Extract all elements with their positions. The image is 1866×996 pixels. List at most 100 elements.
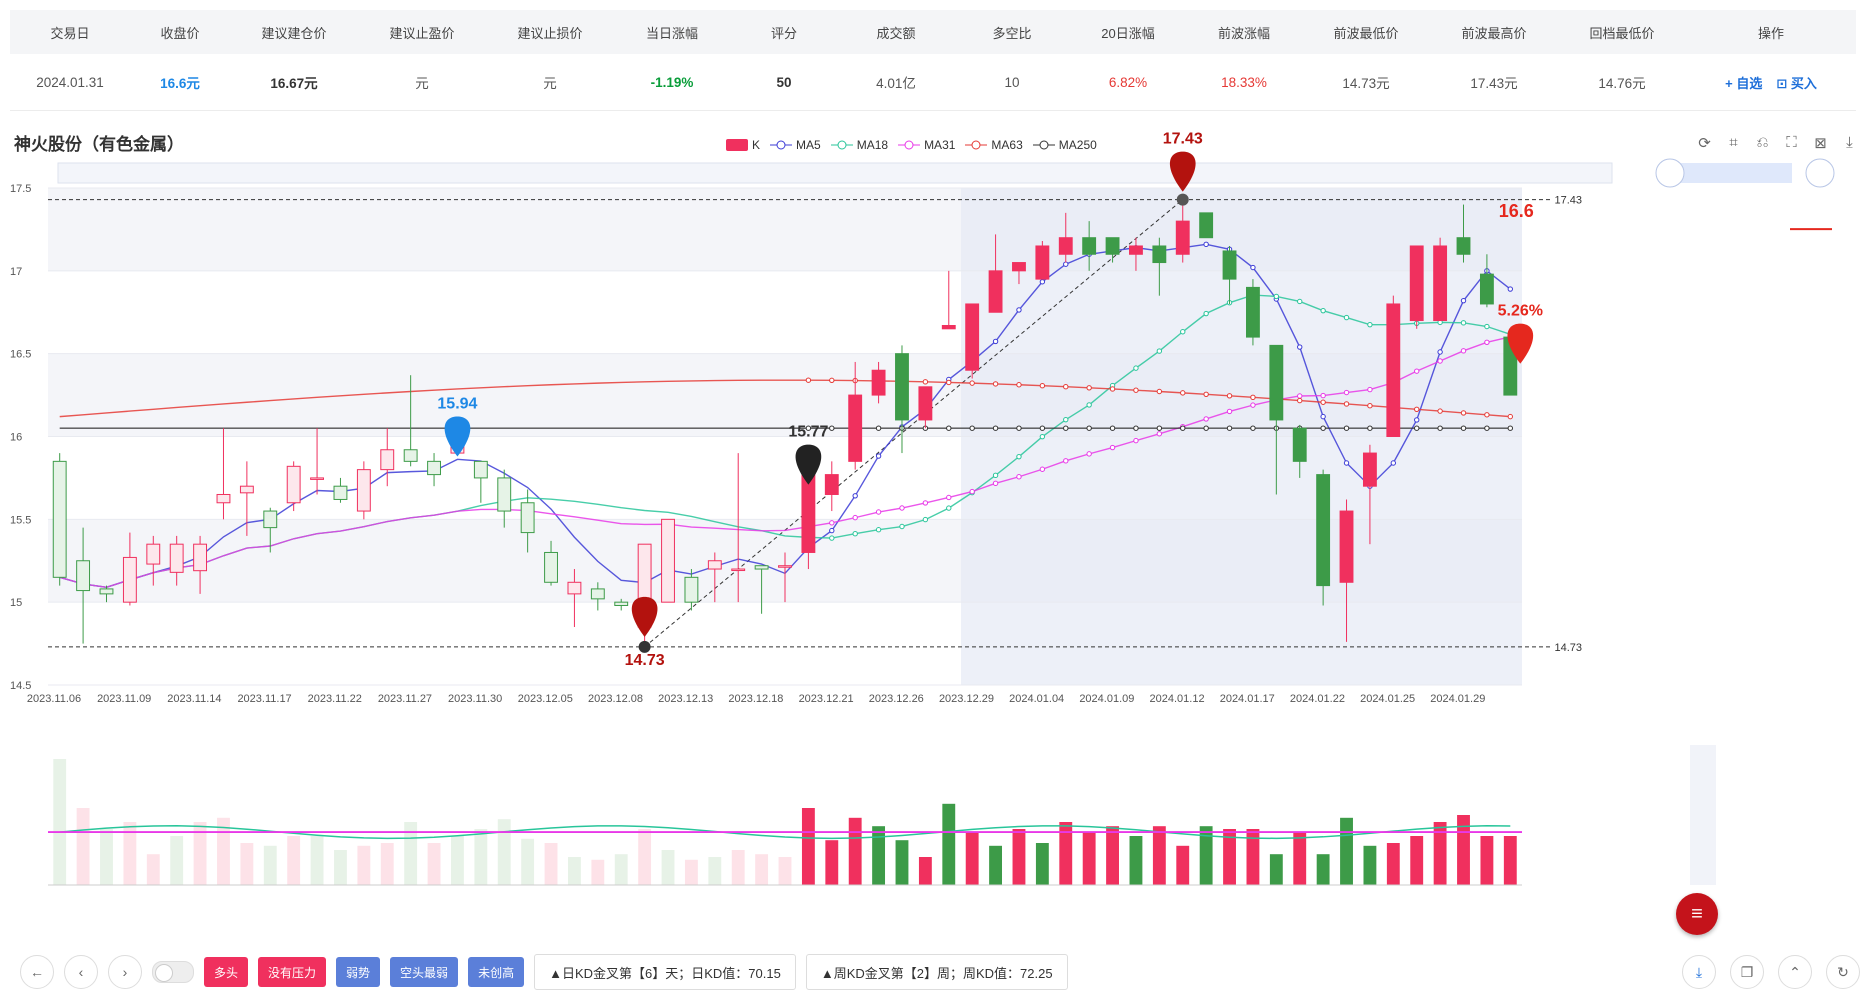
legend-k-label: K <box>752 138 761 152</box>
ma18-line-point <box>1320 307 1326 314</box>
close-box-icon[interactable]: ⊠ <box>1814 134 1827 152</box>
candle-body <box>193 543 208 572</box>
volume-bar <box>1457 815 1470 885</box>
volume-bar <box>708 857 722 885</box>
ma250-line-point <box>1343 425 1350 431</box>
reset-icon[interactable]: ↻ <box>1826 955 1860 989</box>
range-slider <box>57 162 1613 184</box>
ma5-line-point <box>922 406 929 413</box>
ma31-line-point <box>1039 466 1046 472</box>
scroll-top-icon[interactable]: ⌃ <box>1778 955 1812 989</box>
candle-body <box>1222 250 1237 280</box>
back-icon[interactable]: ← <box>20 955 54 989</box>
ma250-line-point <box>852 425 858 431</box>
legend-ma250[interactable]: MA250 <box>1032 138 1097 152</box>
volume-bar <box>1082 831 1096 885</box>
candle <box>965 303 980 379</box>
x-tick-label: 2023.11.09 <box>97 693 151 705</box>
ma250-line-point <box>1390 425 1397 431</box>
ma250-line-point <box>969 425 975 431</box>
buy-button[interactable]: ⊡ 买入 <box>1776 75 1817 91</box>
volume-bar <box>1269 854 1283 885</box>
volume-bar <box>380 843 394 885</box>
crop-back-icon[interactable]: ⎌ <box>1756 134 1769 151</box>
toggle-switch[interactable] <box>152 961 194 983</box>
candle-body <box>1035 245 1050 280</box>
x-tick-label: 2023.11.22 <box>308 693 362 705</box>
legend-ma5[interactable]: MA5 <box>770 138 821 152</box>
add-watchlist-button[interactable]: + 自选 <box>1725 75 1763 91</box>
x-tick-label: 2023.11.17 <box>237 693 291 705</box>
candle <box>450 436 465 454</box>
legend-ma250-swatch <box>1032 140 1055 150</box>
ma5-line-point <box>1250 264 1256 271</box>
volume-bar <box>1012 829 1026 885</box>
candle-body <box>988 270 1003 313</box>
ma5-line-point <box>1273 296 1280 302</box>
candle-body <box>965 303 980 371</box>
copy-icon[interactable]: ❐ <box>1730 955 1764 989</box>
ma18-line-point <box>1297 298 1303 305</box>
candle <box>1362 444 1377 545</box>
candle-body <box>778 565 792 568</box>
ma250-line-point <box>1297 425 1303 431</box>
prev-icon[interactable]: ‹ <box>64 955 98 989</box>
current-marker-label: 5.26% <box>1498 303 1543 320</box>
fit-icon[interactable]: ⛶ <box>1786 134 1797 151</box>
ma31-line-point <box>922 500 929 506</box>
menu-fab[interactable]: ≡ <box>1676 893 1718 935</box>
chart-title: 神火股份（有色金属） <box>14 135 184 154</box>
buy-label: 买入 <box>1790 75 1817 91</box>
ma31-line-point <box>1437 358 1443 364</box>
ma31-line-point <box>1273 397 1280 403</box>
candle-body <box>1316 474 1331 587</box>
candle <box>473 460 488 503</box>
x-tick-label: 2024.01.29 <box>1430 693 1485 705</box>
legend-ma18[interactable]: MA18 <box>830 138 888 152</box>
ma5-line-point <box>1343 460 1350 466</box>
candle-body <box>473 460 488 479</box>
candle <box>848 361 863 470</box>
ma18-line-point <box>969 489 975 496</box>
right-buttons: ⤓ ❐ ⌃ ↻ <box>1682 955 1860 989</box>
candle <box>1339 499 1354 642</box>
x-tick-label: 2024.01.09 <box>1079 693 1134 705</box>
candle-body <box>1105 237 1120 255</box>
cell-pullback-low: 14.76元 <box>1598 76 1646 91</box>
ma250-line-point <box>829 425 835 431</box>
ma5-line-point <box>1156 248 1163 254</box>
legend-k[interactable]: K <box>726 138 760 152</box>
mark1-marker-label: 15.94 <box>437 395 477 412</box>
ma250-line-point <box>1016 425 1022 431</box>
candle-body <box>637 543 652 628</box>
cell-prev-wave-rise: 18.33% <box>1221 74 1267 90</box>
candle <box>1105 237 1120 263</box>
legend-ma63[interactable]: MA63 <box>965 138 1023 152</box>
legend-ma31[interactable]: MA31 <box>898 138 955 152</box>
candle <box>778 552 792 603</box>
crop-icon[interactable]: ⌗ <box>1729 134 1738 151</box>
candle-body <box>520 502 535 534</box>
ma31-line-point <box>875 509 882 515</box>
mark2-marker <box>795 444 822 485</box>
candle <box>1479 254 1494 308</box>
ma31-line-point <box>992 480 999 487</box>
candle-body <box>1175 220 1190 255</box>
legend-ma250-label: MA250 <box>1058 138 1097 152</box>
volume-bar <box>989 845 1003 885</box>
volume-ma-line <box>59 825 1511 840</box>
header-change: 当日涨幅 <box>645 25 698 41</box>
download-icon[interactable]: ⤓ <box>1846 134 1853 151</box>
refresh-icon[interactable]: ⟳ <box>1698 134 1711 152</box>
cell-score: 50 <box>776 74 792 90</box>
ma63-line-point <box>1507 413 1514 420</box>
volume-bar <box>146 854 160 885</box>
ma63-line-point <box>1460 410 1467 416</box>
candle <box>403 375 418 467</box>
next-icon[interactable]: › <box>108 955 142 989</box>
candle-body <box>590 588 605 600</box>
download-icon[interactable]: ⤓ <box>1682 955 1716 989</box>
ma18-line-point <box>1273 293 1280 300</box>
x-tick-label: 2024.01.17 <box>1220 693 1275 705</box>
high-dot <box>1176 193 1189 206</box>
